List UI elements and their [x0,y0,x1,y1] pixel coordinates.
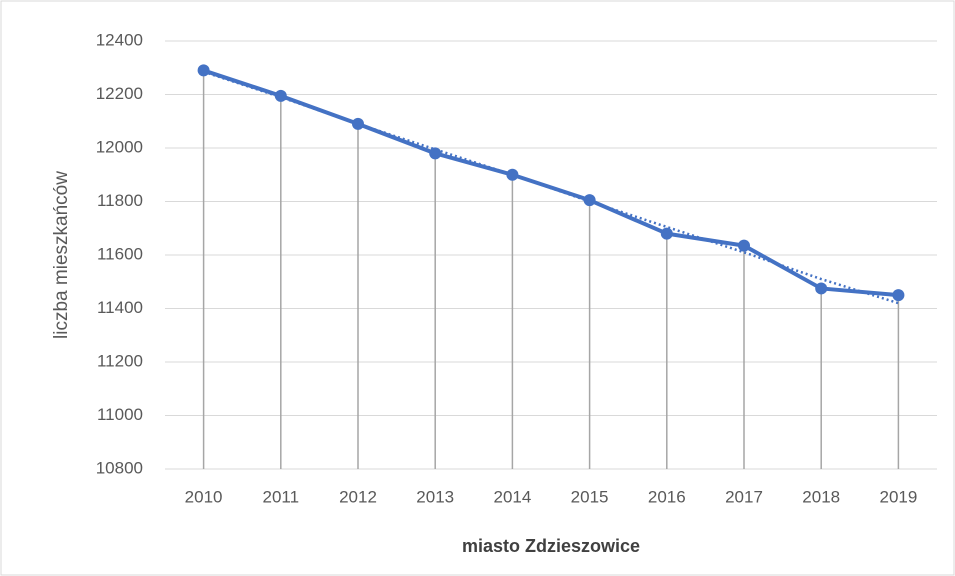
y-tick-label: 12400 [96,30,143,49]
y-tick-label: 11600 [97,244,143,263]
marker [892,289,905,302]
y-tick-label: 12200 [96,84,143,103]
y-tick-label: 10800 [96,458,143,477]
marker [274,89,287,102]
y-tick-label: 11800 [97,191,143,210]
y-tick-label: 11000 [97,405,143,424]
marker [352,117,364,130]
x-tick-label: 2014 [493,487,531,506]
marker [738,239,750,252]
y-tick-label: 11200 [97,351,143,370]
x-tick-label: 2019 [879,487,917,506]
x-tick-label: 2017 [725,487,763,506]
marker [583,194,596,207]
x-tick-label: 2016 [648,487,686,506]
x-tick-label: 2011 [263,487,300,506]
x-tick-label: 2015 [571,487,609,506]
marker [815,282,828,295]
x-tick-label: 2012 [339,487,377,506]
x-tick-label: 2010 [185,487,223,506]
marker [429,147,442,160]
x-axis-title: miasto Zdzieszowice [462,536,640,556]
y-tick-label: 12000 [96,137,143,156]
y-tick-label: 11400 [97,298,143,317]
x-tick-label: 2018 [802,487,840,506]
x-tick-label: 2013 [416,487,454,506]
marker [660,227,673,240]
marker [197,64,210,77]
y-axis-title: liczba mieszkańców [51,171,72,339]
trendline [203,70,899,305]
marker [506,168,519,181]
